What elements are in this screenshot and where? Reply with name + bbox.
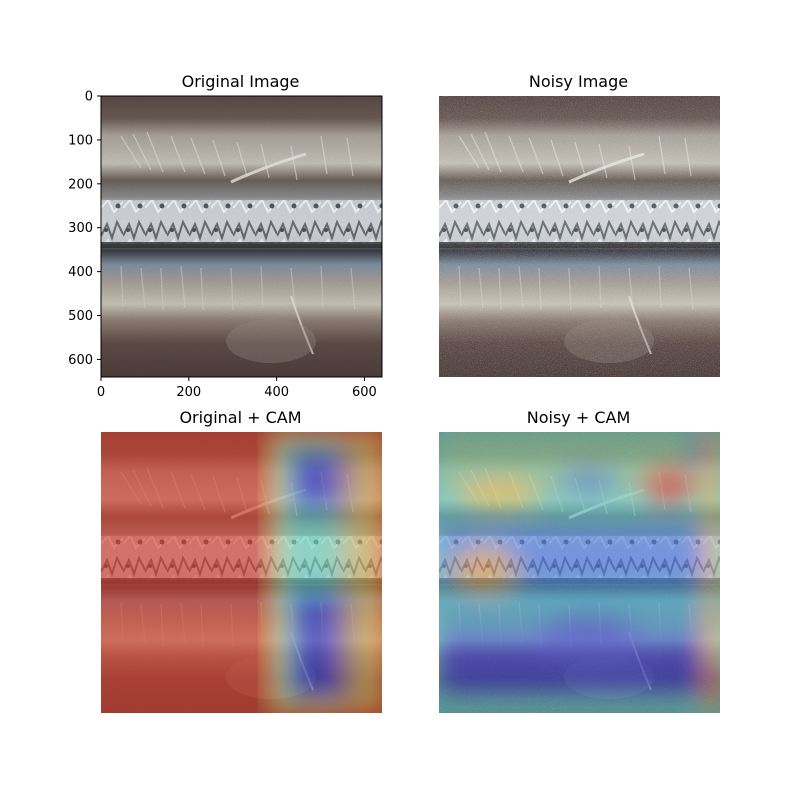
x-tick-label: 200 (176, 385, 201, 400)
y-tick-label: 300 (68, 221, 93, 236)
x-tick-label: 0 (97, 385, 105, 400)
title-noisy-image: Noisy Image (528, 72, 629, 91)
title-noisy-cam: Noisy + CAM (526, 408, 631, 427)
y-tick-label: 400 (68, 265, 93, 280)
original-cam-image (101, 432, 382, 713)
title-original-cam: Original + CAM (179, 408, 302, 427)
y-tick-label: 100 (68, 133, 93, 148)
noisy-image (439, 96, 720, 377)
noisy-cam-image (439, 432, 720, 713)
y-tick-label: 500 (68, 309, 93, 324)
y-tick-label: 0 (85, 90, 93, 105)
title-original-image: Original Image (181, 72, 300, 91)
y-tick-label: 600 (68, 353, 93, 368)
axes-frame (100, 95, 383, 378)
y-tick-label: 200 (68, 177, 93, 192)
x-tick-label: 400 (264, 385, 289, 400)
x-tick-label: 600 (352, 385, 377, 400)
